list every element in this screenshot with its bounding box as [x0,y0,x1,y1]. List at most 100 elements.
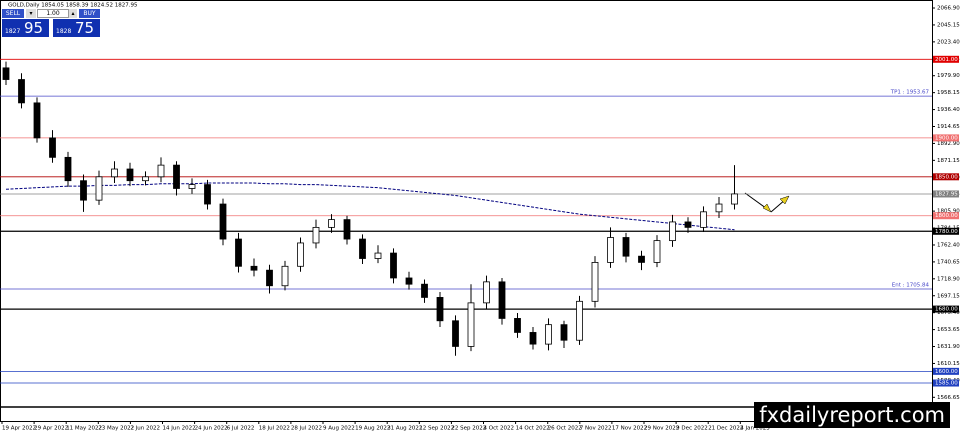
x-tick-label: 4 Oct 2022 [484,426,515,432]
candle-body [436,297,444,322]
y-tick-label: 2023.40 [937,39,960,45]
moving-average [5,182,735,231]
y-tick-label: 1979.90 [937,73,960,79]
candle-body [328,219,335,228]
lot-up[interactable]: ▴ [69,9,77,18]
candle-body [343,219,351,240]
candle-body [126,168,134,182]
y-tick-label: 2066.90 [937,6,960,12]
candle-body [142,176,149,182]
y-tick-label: 1762.40 [937,242,960,248]
candle-body [607,237,614,263]
arrow-head [762,203,772,213]
candle-body [157,164,165,178]
level-box [933,367,959,375]
x-tick-label: 21 Dec 2022 [708,426,743,432]
y-tick-label: 1718.90 [937,276,960,282]
candle-body [2,67,10,80]
x-tick-label: 4 Jan 2023 [740,426,770,432]
candle-body [669,221,676,242]
candle-body [731,193,738,205]
candle-body [622,237,630,257]
y-tick-label: 1675.40 [937,310,960,316]
level-box [933,190,959,198]
y-tick-label: 1566.65 [937,395,960,401]
x-tick-label: 22 Sep 2022 [451,426,486,432]
level-label: 1850.00 [935,174,958,180]
level-box [933,55,959,63]
candle-body [80,180,87,201]
y-tick-label: 1871.15 [937,158,960,164]
x-tick-label: 31 Aug 2022 [387,426,422,432]
x-tick-label: 23 May 2022 [98,426,134,432]
chart-title: GOLD,Daily 1854.05 1858.39 1824.52 1827.… [8,3,138,9]
level-label: 1585.00 [935,381,958,387]
level-label: 2001.00 [935,57,958,63]
candle-body [235,238,242,267]
x-tick-label: 19 Apr 2022 [2,426,36,432]
plot-frame [0,0,933,422]
ask-small: 1828 [56,28,72,35]
x-tick-label: 11 May 2022 [66,426,102,432]
bid-small: 1827 [5,28,21,35]
candle-body [111,168,118,178]
candle-body [33,102,41,139]
x-tick-label: 9 Aug 2022 [323,426,355,432]
candle-body [64,156,72,182]
candle-body [684,221,692,228]
candle-body [467,302,475,347]
candle-body [359,238,366,259]
x-tick-label: 26 Oct 2022 [548,426,582,432]
level-box [933,134,959,142]
candle-body [173,164,180,189]
candle-body [219,203,227,240]
candle-body [18,79,25,104]
x-tick-label: 18 Jul 2022 [259,426,290,432]
level-label: 1800.00 [935,213,958,219]
x-tick-label: 14 Jun 2022 [163,426,196,432]
candle-body [204,184,211,205]
ask-big: 75 [75,19,95,37]
projection-arrows [744,192,790,213]
candle-body [452,320,459,347]
level-label: 1900.00 [935,135,958,141]
candle-body [281,265,289,287]
bid-quote[interactable]: 1827 95 [2,19,49,37]
level-box [933,212,959,220]
sell-button[interactable]: SELL [2,9,24,18]
candle-body [421,283,428,298]
candle-body [545,324,552,345]
level-label: 1680.00 [935,307,958,313]
candle-body [95,176,103,201]
candle-body [700,211,707,228]
candle-body [250,265,258,271]
buy-button[interactable]: BUY [79,9,100,18]
candle-body [483,281,490,304]
level-box [933,305,959,313]
level-box [933,227,959,235]
y-tick-label: 1740.65 [937,259,960,265]
x-tick-label: 29 Apr 2022 [34,426,68,432]
lot-size[interactable]: 1.00 [37,9,69,18]
level-box [933,379,959,387]
candle-body [529,332,537,345]
trade-panel: SELL ▾ 1.00 ▴ BUY 1827 95 1828 75 [2,9,100,38]
candle-body [576,300,583,341]
y-tick-label: 2045.15 [937,22,960,28]
candle-body [405,277,413,285]
y-tick-label: 1958.15 [937,90,960,96]
y-tick-label: 1936.40 [937,107,960,113]
bid-big: 95 [24,19,44,37]
level-label: 1780.00 [935,229,958,235]
x-tick-label: 24 Jun 2022 [195,426,228,432]
x-tick-label: 12 Sep 2022 [419,426,454,432]
y-tick-label: 1653.65 [937,327,960,333]
level-tag: TP1 : 1953.67 [890,90,930,96]
candle-body [390,252,397,279]
ask-quote[interactable]: 1828 75 [53,19,100,37]
level-label: 1827.95 [935,191,958,197]
x-tick-label: 17 Nov 2022 [612,426,647,432]
lot-down[interactable]: ▾ [26,9,36,18]
candle-body [49,137,56,158]
